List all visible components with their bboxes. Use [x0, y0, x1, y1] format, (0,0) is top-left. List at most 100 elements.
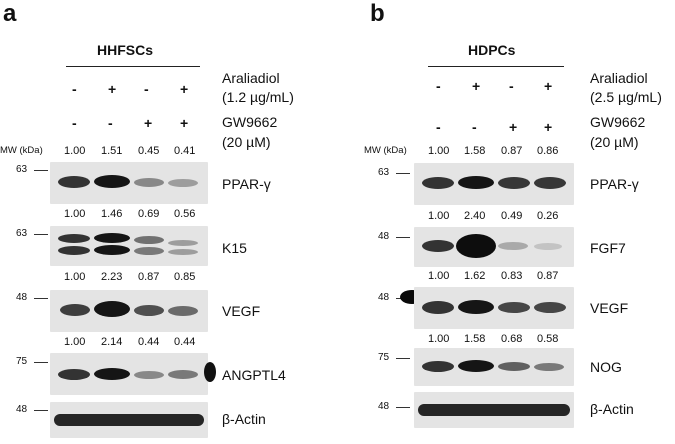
quant-value: 1.00	[428, 270, 450, 282]
band	[456, 234, 496, 258]
sign-r1-l1: -	[72, 81, 77, 97]
band	[498, 362, 530, 371]
mw-header: MW (kDa)	[364, 145, 407, 156]
band	[94, 175, 130, 188]
blot-artifact-spot	[204, 362, 216, 382]
sign-r1-l2: +	[108, 81, 117, 97]
quant-value: 1.00	[64, 145, 86, 157]
quant-value: 0.58	[537, 333, 559, 345]
treatment-1-concentration: (1.2 µg/mL)	[222, 89, 294, 105]
panel-b: b HDPCs Araliadiol (2.5 µg/mL) GW9662 (2…	[338, 0, 675, 444]
quant-value: 1.00	[64, 271, 86, 283]
band	[60, 304, 90, 316]
group-underline	[66, 66, 200, 67]
band	[168, 179, 198, 187]
protein-label: PPAR-γ	[222, 176, 271, 192]
group-underline	[428, 66, 564, 67]
sign-r1-l4: +	[544, 78, 553, 94]
mw-tick	[396, 358, 410, 359]
mw-marker: 63	[16, 164, 28, 175]
sign-r2-l2: -	[108, 115, 113, 131]
band	[134, 236, 164, 244]
mw-tick	[396, 237, 410, 238]
protein-label: NOG	[590, 359, 622, 375]
band	[458, 360, 494, 372]
band	[58, 369, 90, 380]
band	[418, 404, 570, 416]
blot-vegf	[414, 287, 574, 329]
band	[94, 301, 130, 317]
blot-beta-actin	[50, 402, 208, 438]
band	[498, 302, 530, 313]
treatment-1-label: Araliadiol	[222, 70, 280, 86]
panel-letter: a	[3, 0, 17, 27]
quant-value: 0.68	[501, 333, 523, 345]
band	[168, 249, 198, 255]
band	[458, 300, 494, 314]
band	[534, 243, 562, 250]
quant-value: 1.58	[464, 145, 486, 157]
band	[422, 301, 454, 314]
sign-r2-l1: -	[436, 119, 441, 135]
mw-marker: 75	[378, 352, 390, 363]
protein-label: ANGPTL4	[222, 367, 286, 383]
blot-fgf7	[414, 227, 574, 267]
protein-label: β-Actin	[590, 401, 634, 417]
band	[94, 368, 130, 380]
quant-value: 0.87	[501, 145, 523, 157]
blot-angptl4	[50, 353, 208, 395]
mw-tick	[396, 407, 410, 408]
sign-r1-l2: +	[472, 78, 481, 94]
band	[58, 246, 90, 255]
mw-marker: 63	[16, 228, 28, 239]
band	[422, 177, 454, 189]
treatment-2-concentration: (20 µM)	[222, 134, 271, 150]
quant-value: 1.62	[464, 270, 486, 282]
quant-value: 1.00	[64, 208, 86, 220]
sign-r2-l3: +	[144, 115, 153, 131]
band	[58, 176, 90, 188]
quant-value: 0.49	[501, 210, 523, 222]
mw-marker: 48	[16, 292, 28, 303]
mw-tick	[34, 410, 48, 411]
quant-value: 2.23	[101, 271, 123, 283]
treatment-1-label: Araliadiol	[590, 70, 648, 86]
panel-letter: b	[370, 0, 385, 27]
mw-marker: 48	[378, 231, 390, 242]
quant-value: 0.45	[138, 145, 160, 157]
treatment-2-label: GW9662	[590, 114, 646, 130]
sign-r2-l4: +	[180, 115, 189, 131]
quant-value: 0.69	[138, 208, 160, 220]
mw-tick	[34, 234, 48, 235]
quant-value: 1.51	[101, 145, 123, 157]
quant-value: 0.83	[501, 270, 523, 282]
band	[168, 240, 198, 246]
band	[422, 240, 454, 252]
quant-value: 0.56	[174, 208, 196, 220]
quant-value: 1.00	[64, 336, 86, 348]
band	[168, 370, 198, 379]
quant-value: 0.44	[138, 336, 160, 348]
mw-tick	[396, 173, 410, 174]
blot-ppar-gamma	[414, 163, 574, 205]
quant-value: 0.44	[174, 336, 196, 348]
mw-marker: 48	[378, 292, 390, 303]
quant-value: 1.00	[428, 145, 450, 157]
quant-value: 0.85	[174, 271, 196, 283]
quant-value: 1.00	[428, 210, 450, 222]
sign-r1-l1: -	[436, 78, 441, 94]
sign-r2-l2: -	[472, 119, 477, 135]
quant-value: 1.46	[101, 208, 123, 220]
sign-r2-l3: +	[509, 119, 518, 135]
mw-tick	[34, 298, 48, 299]
mw-header: MW (kDa)	[0, 145, 43, 156]
quant-value: 0.87	[138, 271, 160, 283]
blot-beta-actin	[414, 392, 574, 428]
sign-r1-l4: +	[180, 81, 189, 97]
band	[134, 178, 164, 187]
band	[168, 306, 198, 316]
band	[534, 177, 566, 189]
protein-label: PPAR-γ	[590, 176, 639, 192]
sign-r1-l3: -	[509, 78, 514, 94]
protein-label: VEGF	[222, 303, 261, 319]
